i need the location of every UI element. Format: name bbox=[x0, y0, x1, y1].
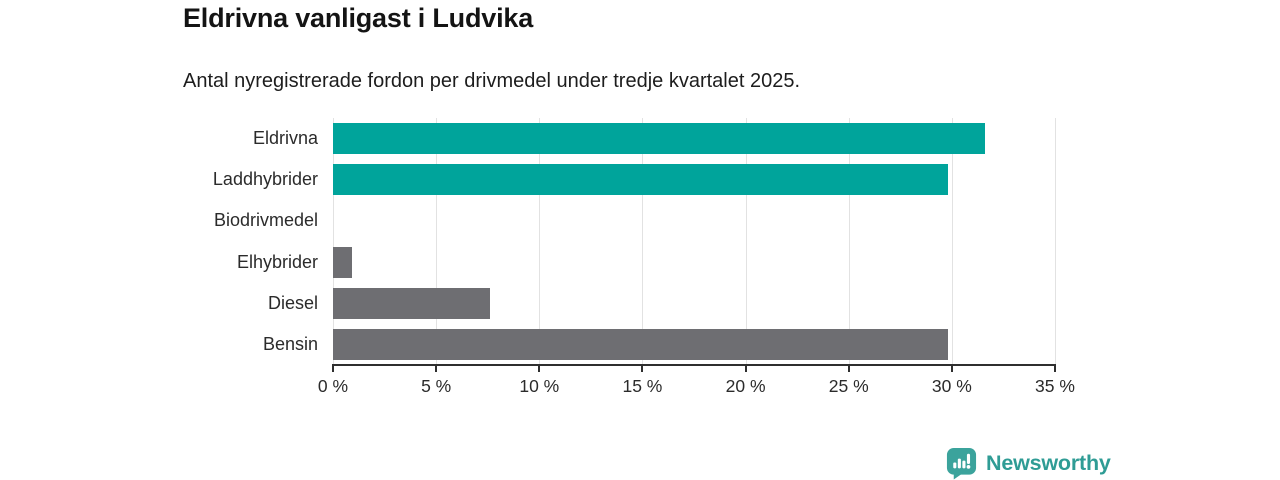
category-label: Eldrivna bbox=[252, 128, 318, 149]
bar-bensin bbox=[333, 328, 948, 360]
x-axis-tick bbox=[641, 366, 644, 372]
x-axis-tick bbox=[1054, 366, 1056, 372]
x-axis-tick bbox=[435, 366, 438, 372]
x-axis-tick-label: 35 % bbox=[1035, 376, 1075, 396]
gridline bbox=[539, 118, 541, 365]
bar-diesel bbox=[333, 287, 490, 319]
gridline bbox=[436, 118, 438, 365]
newsworthy-logo-icon bbox=[946, 447, 977, 480]
chart-title: Eldrivna vanligast i Ludvika bbox=[183, 3, 534, 33]
x-axis-tick bbox=[538, 366, 541, 372]
category-axis: Eldrivna Laddhybrider Biodrivmedel Elhybrid… bbox=[0, 118, 318, 365]
newsworthy-logo: Newsworthy bbox=[945, 446, 1111, 480]
gridline bbox=[745, 118, 747, 365]
category-label: Laddhybrider bbox=[212, 169, 318, 190]
gridline bbox=[848, 118, 850, 365]
gridline bbox=[642, 118, 644, 365]
x-axis-tick-label: 25 % bbox=[828, 376, 869, 396]
bar-elhybrider bbox=[333, 246, 352, 278]
chart-subtitle: Antal nyregistrerade fordon per drivmede… bbox=[183, 70, 801, 92]
plot-area: 0 % 5 % 10 % 15 % 20 % 25 % 30 % 35 % bbox=[318, 118, 1075, 396]
x-axis-tick-label: 15 % bbox=[622, 376, 663, 396]
x-axis-line bbox=[332, 364, 1056, 366]
x-axis-tick bbox=[847, 366, 850, 372]
category-label: Diesel bbox=[267, 292, 318, 313]
x-axis-tick-label: 0 % bbox=[317, 376, 349, 396]
gridline bbox=[1055, 118, 1056, 365]
gridline bbox=[951, 118, 953, 365]
x-axis-tick bbox=[744, 366, 747, 372]
x-axis-tick-label: 10 % bbox=[519, 376, 560, 396]
x-axis-tick-label: 20 % bbox=[725, 376, 766, 396]
bar-eldrivna bbox=[333, 123, 985, 155]
x-axis-tick-label: 5 % bbox=[421, 376, 452, 396]
x-axis-tick bbox=[332, 366, 334, 372]
bar-laddhybrider bbox=[333, 164, 948, 196]
x-axis-tick bbox=[950, 366, 953, 372]
gridline bbox=[333, 118, 334, 365]
newsworthy-logo-text: Newsworthy bbox=[986, 450, 1111, 475]
category-label: Bensin bbox=[262, 333, 318, 354]
category-label: Elhybrider bbox=[236, 251, 318, 272]
category-label: Biodrivmedel bbox=[213, 210, 318, 231]
x-axis-tick-label: 30 % bbox=[931, 376, 972, 396]
